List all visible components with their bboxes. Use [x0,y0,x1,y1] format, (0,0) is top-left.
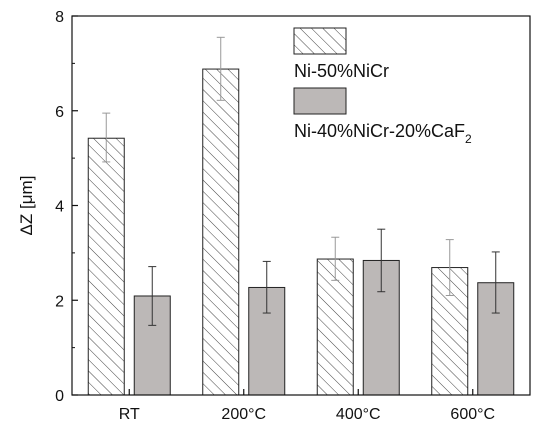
x-tick-label: 200°C [221,406,266,423]
bar-ni-50-nicr-2 [316,258,354,396]
bar-ni-50-nicr-0 [87,137,125,396]
y-tick-label: 4 [55,199,64,216]
x-tick-label: RT [119,406,140,423]
y-tick-label: 2 [55,293,64,310]
plot-frame [71,15,531,396]
x-axis-ticks: RT 200°C 400°C 600°C [119,389,495,423]
legend-swatch-1 [293,87,347,115]
legend: Ni-50%NiCr Ni-40%NiCr-20%CaF2 [293,27,472,146]
bars [87,68,515,396]
legend-label-main: Ni-40%NiCr-20%CaF [294,121,465,141]
legend-label-main: Ni-50%NiCr [294,61,389,81]
x-tick-label: 600°C [450,406,495,423]
legend-swatch-0 [293,27,347,55]
error-bars [102,36,500,326]
y-tick-label: 0 [55,388,64,405]
y-axis-label-text: Z [μm] [17,176,36,225]
legend-label-subscript: 2 [465,132,472,146]
y-axis-ticks: 0 2 4 6 8 [55,9,78,405]
bar-ni-50-nicr-1 [202,68,240,396]
y-axis-label-greek: Δ [17,224,36,235]
y-tick-label: 6 [55,104,64,121]
x-tick-label: 400°C [336,406,381,423]
y-tick-label: 8 [55,9,64,26]
legend-label-0: Ni-50%NiCr [294,61,389,81]
y-axis-label: ΔZ [μm] [17,176,36,236]
legend-label-1: Ni-40%NiCr-20%CaF2 [294,121,472,146]
